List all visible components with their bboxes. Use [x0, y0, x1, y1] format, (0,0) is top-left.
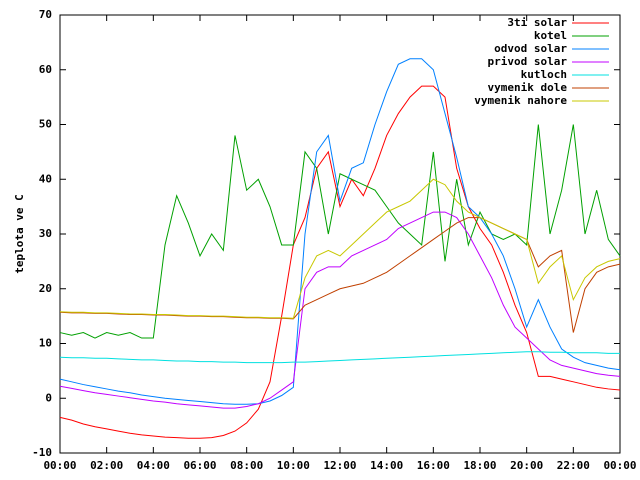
- y-tick-label: -10: [32, 446, 52, 459]
- x-tick-label: 10:00: [277, 459, 310, 472]
- y-tick-label: 60: [39, 63, 52, 76]
- y-tick-label: 30: [39, 227, 52, 240]
- legend-label: odvod solar: [494, 42, 567, 55]
- x-tick-label: 02:00: [90, 459, 123, 472]
- y-tick-label: 70: [39, 8, 52, 21]
- x-tick-label: 08:00: [230, 459, 263, 472]
- series-line: [59, 178, 621, 319]
- legend-label: vymenik dole: [488, 81, 568, 94]
- y-tick-label: 10: [39, 337, 52, 350]
- series-line: [59, 351, 620, 364]
- x-tick-label: 12:00: [323, 459, 356, 472]
- x-tick-label: 20:00: [510, 459, 543, 472]
- x-tick-label: 00:00: [43, 459, 76, 472]
- y-tick-label: 20: [39, 282, 52, 295]
- series-line: [59, 85, 621, 439]
- legend-label: privod solar: [488, 55, 568, 68]
- legend-label: vymenik nahore: [474, 94, 567, 107]
- series-line: [59, 58, 621, 405]
- y-axis-label: teplota ve C: [13, 194, 26, 273]
- legend-label: 3ti solar: [507, 16, 567, 29]
- x-tick-label: 00:00: [603, 459, 636, 472]
- y-tick-label: 0: [45, 391, 52, 404]
- x-tick-label: 18:00: [463, 459, 496, 472]
- x-tick-label: 04:00: [137, 459, 170, 472]
- x-tick-label: 22:00: [557, 459, 590, 472]
- y-tick-label: 50: [39, 118, 52, 131]
- legend-label: kutloch: [521, 68, 567, 81]
- x-tick-label: 14:00: [370, 459, 403, 472]
- series-line: [59, 211, 621, 409]
- y-tick-label: 40: [39, 172, 52, 185]
- x-tick-label: 16:00: [417, 459, 450, 472]
- x-tick-label: 06:00: [183, 459, 216, 472]
- legend-label: kotel: [534, 29, 567, 42]
- series-line: [59, 124, 621, 339]
